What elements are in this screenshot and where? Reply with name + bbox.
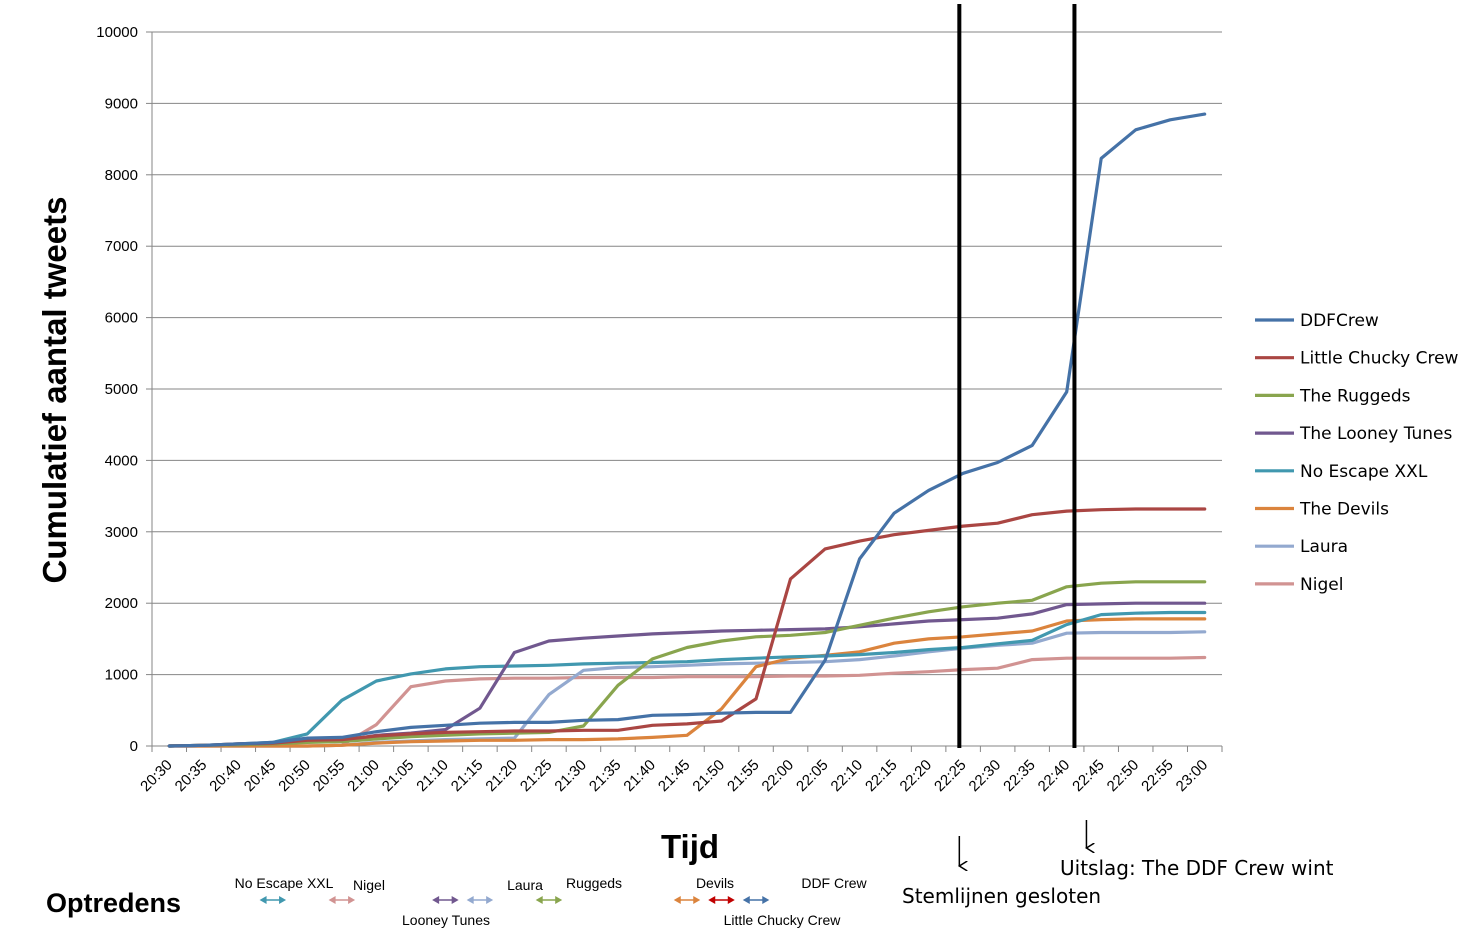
x-tick-label: 20:50 [275, 757, 314, 796]
series-line-ddfcrew [167, 112, 1207, 748]
performance-arrowhead-left [673, 896, 681, 904]
legend-label: Nigel [1300, 575, 1343, 595]
series-line-nigel [167, 655, 1207, 748]
y-tick-label: 10000 [96, 24, 138, 41]
x-tick-label: 22:00 [759, 757, 798, 796]
legend-label: The Devils [1299, 500, 1389, 520]
performance-label: No Escape XXL [235, 875, 334, 891]
x-tick-label: 21:45 [655, 757, 694, 796]
x-tick-label: 22:50 [1104, 757, 1143, 796]
x-tick-label: 21:50 [689, 757, 728, 796]
y-tick-label: 9000 [105, 95, 138, 112]
x-tick-label: 21:30 [551, 757, 590, 796]
x-tick-label: 22:20 [897, 757, 936, 796]
y-axis-tick-labels: 0 1000 2000 3000 4000 5000 6000 7000 8000 9000 100… [96, 24, 138, 755]
x-tick-label: 20:35 [172, 757, 211, 796]
performance-arrowhead-left [742, 896, 750, 904]
x-tick-label: 20:30 [137, 757, 176, 796]
performance-label: Nigel [353, 877, 385, 893]
x-tick-label: 22:05 [793, 757, 832, 796]
performance-label: DDF Crew [801, 875, 867, 891]
legend-label: Laura [1300, 537, 1348, 557]
performance-arrowhead-right [693, 896, 701, 904]
y-tick-label: 1000 [105, 667, 138, 684]
legend-label: Little Chucky Crew [1300, 349, 1459, 369]
x-tick-label: 22:30 [966, 757, 1005, 796]
y-axis-label: Cumulatief aantal tweets [36, 197, 73, 584]
series-line-little-chucky-crew [167, 507, 1207, 748]
axes [146, 31, 1223, 752]
y-tick-label: 6000 [105, 310, 138, 327]
performance-arrowhead-left [432, 896, 440, 904]
x-tick-label: 21:35 [586, 757, 625, 796]
x-tick-label: 22:35 [1000, 757, 1039, 796]
x-tick-label: 21:25 [517, 757, 556, 796]
performance-arrowhead-right [451, 896, 459, 904]
data-series [167, 112, 1207, 748]
performance-label: Little Chucky Crew [724, 912, 842, 928]
x-tick-label: 22:15 [862, 757, 901, 796]
marker-annotation: Stemlijnen gesloten [902, 884, 1101, 908]
legend: DDFCrew Little Chucky Crew The Ruggeds The … [1255, 311, 1459, 595]
x-tick-label: 21:00 [344, 757, 383, 796]
x-axis-tick-labels: 20:3020:3520:4020:4520:5020:5521:0021:05… [137, 757, 1211, 796]
y-tick-label: 3000 [105, 524, 138, 541]
horizontal-gridlines [152, 31, 1222, 676]
marker-annotation: Uitslag: The DDF Crew wint [1060, 856, 1334, 880]
legend-label: DDFCrew [1300, 311, 1379, 331]
performance-label: Looney Tunes [402, 912, 490, 928]
performance-arrowhead-left [708, 896, 716, 904]
x-tick-label: 22:10 [828, 757, 867, 796]
x-tick-label: 21:40 [620, 757, 659, 796]
performance-label: Laura [507, 877, 543, 893]
y-tick-label: 4000 [105, 452, 138, 469]
legend-label: The Looney Tunes [1299, 424, 1453, 444]
x-axis-label: Tijd [661, 828, 719, 865]
performance-arrowhead-right [279, 896, 287, 904]
y-tick-label: 5000 [105, 381, 138, 398]
x-tick-label: 20:45 [241, 757, 280, 796]
performance-arrowhead-right [555, 896, 563, 904]
y-tick-label: 7000 [105, 238, 138, 255]
x-tick-label: 22:40 [1035, 757, 1074, 796]
x-tick-label: 21:05 [379, 757, 418, 796]
x-tick-label: 22:45 [1069, 757, 1108, 796]
x-tick-label: 21:20 [482, 757, 521, 796]
performance-arrowhead-right [727, 896, 735, 904]
performance-arrowhead-right [762, 896, 770, 904]
legend-label: The Ruggeds [1299, 386, 1411, 406]
x-tick-label: 22:55 [1138, 757, 1177, 796]
performances-title: Optredens [46, 888, 181, 918]
x-tick-label: 21:10 [413, 757, 452, 796]
performance-arrowhead-left [466, 896, 474, 904]
performance-arrowhead-right [348, 896, 356, 904]
x-tick-label: 20:40 [206, 757, 245, 796]
series-line-no-escape-xxl [167, 610, 1207, 748]
performance-label: Devils [696, 875, 734, 891]
performances-strip: No Escape XXL Nigel Looney Tunes Laura Rugge… [235, 875, 868, 928]
y-tick-label: 8000 [105, 167, 138, 184]
series-line-the-ruggeds [167, 580, 1207, 748]
x-tick-label: 23:00 [1173, 757, 1212, 796]
legend-label: No Escape XXL [1300, 462, 1428, 482]
series-line-the-devils [167, 617, 1207, 748]
x-tick-label: 21:15 [448, 757, 487, 796]
y-tick-label: 2000 [105, 595, 138, 612]
performance-arrowhead-left [535, 896, 543, 904]
performance-arrowhead-left [259, 896, 267, 904]
y-tick-label: 0 [130, 738, 138, 755]
performance-arrowhead-right [486, 896, 494, 904]
vertical-markers: Stemlijnen gesloten Uitslag: The DDF Crew… [902, 4, 1334, 908]
performance-arrowhead-left [328, 896, 336, 904]
performance-label: Ruggeds [566, 875, 622, 891]
x-tick-label: 21:55 [724, 757, 763, 796]
x-tick-label: 22:25 [931, 757, 970, 796]
x-tick-label: 20:55 [310, 757, 349, 796]
